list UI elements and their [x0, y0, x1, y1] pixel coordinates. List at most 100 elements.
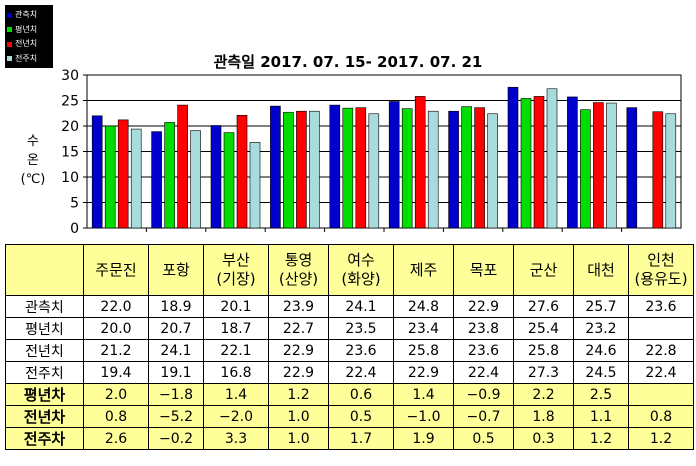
value-cell: 19.1	[148, 361, 204, 384]
bar-8-0	[567, 96, 578, 229]
diff-value-cell: 2.2	[513, 383, 574, 406]
diff-label-cell: 전년차	[5, 405, 84, 428]
bar-7-3	[546, 88, 558, 229]
diff-value-cell: 2.6	[83, 427, 149, 450]
value-cell: 24.1	[148, 339, 204, 362]
value-cell: 23.6	[328, 339, 394, 362]
legend-label: 전년치	[15, 39, 38, 49]
station-name: 인천	[647, 251, 675, 269]
diff-value-cell: 0.5	[328, 405, 394, 428]
diff-value-cell: 1.2	[268, 383, 329, 406]
table-row: 전주치 19.4 19.1 16.8 22.9 22.4 22.9 22.4 27.3 24.5 2…	[5, 361, 694, 384]
station-header-cell: 목포	[453, 244, 514, 296]
station-header-cell: 통영 (산양)	[268, 244, 329, 296]
value-cell: 19.4	[83, 361, 149, 384]
value-cell: 21.2	[83, 339, 149, 362]
y-axis-label-line: 수	[27, 134, 39, 149]
value-cell: 23.8	[453, 317, 514, 340]
diff-value-cell	[628, 383, 694, 406]
diff-row: 전주차 2.6 −0.2 3.3 1.0 1.7 1.9 0.5 0.3 1.2 1.2	[5, 427, 694, 450]
diff-value-cell: −1.0	[393, 405, 454, 428]
diff-value-cell: −5.2	[148, 405, 204, 428]
station-subname: (기장)	[216, 270, 256, 288]
y-tick-label: 10	[61, 170, 79, 186]
legend-item: 평년치	[7, 23, 51, 38]
station-name: 군산	[529, 260, 558, 279]
value-cell: 22.9	[393, 361, 454, 384]
station-subname: (용유도)	[634, 270, 688, 288]
bar-3-1	[283, 111, 294, 229]
value-cell: 25.7	[573, 295, 629, 318]
value-cell: 23.5	[328, 317, 394, 340]
diff-value-cell: 2.0	[83, 383, 149, 406]
value-cell: 22.8	[628, 339, 694, 362]
station-header-cell: 제주	[393, 244, 454, 296]
legend-swatch	[7, 56, 12, 62]
bar-9-2	[652, 111, 664, 229]
value-cell: 16.8	[203, 361, 269, 384]
value-cell: 18.9	[148, 295, 204, 318]
station-header-cell: 주문진	[83, 244, 149, 296]
diff-value-cell: −0.9	[453, 383, 514, 406]
legend-item: 전주치	[7, 52, 51, 67]
value-cell: 25.8	[513, 339, 574, 362]
value-cell: 24.8	[393, 295, 454, 318]
bar-4-3	[368, 113, 380, 229]
value-cell: 20.7	[148, 317, 204, 340]
diff-value-cell: 1.0	[268, 405, 329, 428]
bar-3-3	[309, 110, 320, 229]
station-header-cell: 군산	[513, 244, 574, 296]
value-cell: 24.5	[573, 361, 629, 384]
bar-1-1	[164, 122, 175, 229]
y-tick-label: 0	[70, 221, 79, 237]
bar-0-2	[117, 119, 129, 229]
y-tick-label: 30	[61, 68, 79, 84]
station-header-cell: 여수 (화양)	[328, 244, 394, 296]
y-tick-label: 15	[61, 145, 79, 161]
diff-value-cell: 1.2	[628, 427, 694, 450]
bar-5-1	[401, 108, 413, 229]
bar-9-3	[665, 113, 677, 229]
bar-8-1	[580, 109, 591, 229]
bar-7-2	[533, 96, 545, 229]
table-row: 전년치 21.2 24.1 22.1 22.9 23.6 25.8 23.6 25.8 24.6 2…	[5, 339, 694, 362]
bar-3-0	[270, 105, 281, 229]
y-tick-label: 20	[61, 119, 79, 135]
station-name: 주문진	[95, 260, 137, 279]
bar-3-2	[296, 110, 307, 229]
legend-label: 전주치	[15, 53, 38, 63]
station-subname: (화양)	[341, 270, 381, 288]
value-cell: 22.4	[453, 361, 514, 384]
data-table: 주문진 포항 부산 (기장) 통영 (산양) 여수 (화양) 제주 목포 군산 대천 인천 (용유도) 관측…	[5, 244, 694, 450]
bar-chart: 0 5 10 15 20 25 30	[61, 68, 682, 237]
value-cell	[628, 317, 694, 340]
station-name: 여수	[347, 251, 375, 269]
station-header-cell: 대천	[573, 244, 629, 296]
value-cell: 23.6	[628, 295, 694, 318]
diff-value-cell: 2.5	[573, 383, 629, 406]
bar-5-3	[427, 110, 439, 229]
chart-title: 관측일 2017. 07. 15- 2017. 07. 21	[213, 53, 483, 71]
bar-2-3	[249, 142, 261, 229]
diff-value-cell: −0.7	[453, 405, 514, 428]
value-cell: 23.6	[453, 339, 514, 362]
diff-value-cell: −2.0	[203, 405, 269, 428]
bar-6-0	[448, 110, 459, 229]
station-name: 통영	[284, 251, 313, 269]
station-name: 부산	[222, 251, 250, 269]
bar-5-2	[414, 96, 426, 229]
bar-1-3	[190, 130, 201, 229]
value-cell: 20.1	[203, 295, 269, 318]
diff-value-cell: 1.9	[393, 427, 454, 450]
value-cell: 22.9	[268, 339, 329, 362]
value-cell: 24.1	[328, 295, 394, 318]
legend-swatch	[7, 27, 12, 33]
bar-9-0	[626, 107, 638, 229]
value-cell: 22.9	[268, 361, 329, 384]
bar-0-1	[104, 125, 116, 229]
bar-0-0	[91, 115, 103, 229]
value-cell: 27.3	[513, 361, 574, 384]
legend-item: 전년치	[7, 37, 51, 52]
bar-8-2	[593, 102, 604, 229]
row-label-cell: 전년치	[5, 339, 84, 362]
